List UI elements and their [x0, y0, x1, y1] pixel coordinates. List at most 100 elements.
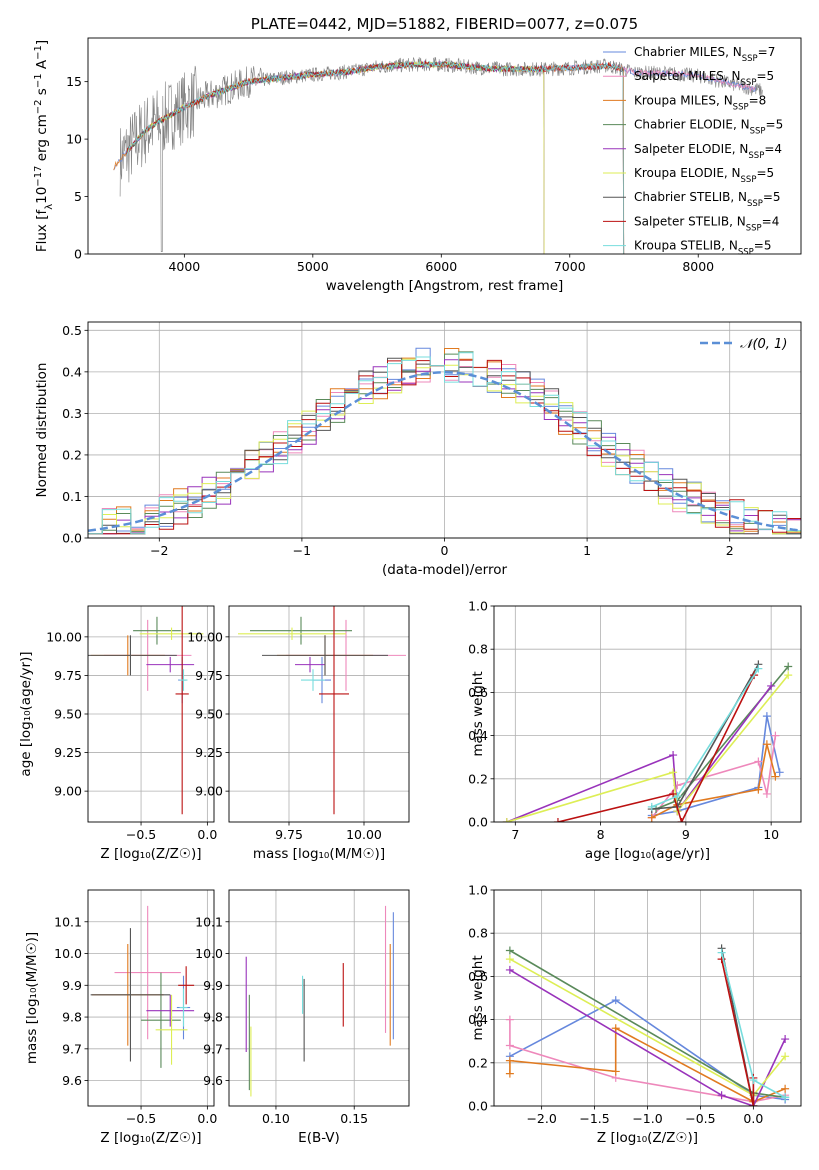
model-line [113, 60, 625, 254]
y-tick-label: 9.50 [54, 707, 82, 722]
y-tick-label: 9.9 [62, 978, 82, 993]
y-tick-label: 9.7 [203, 1041, 223, 1056]
data-point-marker [611, 996, 620, 1005]
data-point-marker [771, 772, 780, 781]
data-point-marker [647, 813, 656, 822]
y-tick-label: 10.00 [187, 629, 223, 644]
x-axis-label: Z [log₁₀(Z/Z☉)] [100, 846, 201, 862]
data-point-marker [553, 818, 562, 822]
y-tick-label: 0.4 [468, 1012, 488, 1027]
y-tick-label: 9.6 [62, 1073, 82, 1088]
data-point-marker [505, 955, 514, 964]
axes-frame [228, 605, 410, 823]
y-tick-label: 15 [66, 74, 82, 89]
y-tick-label: 9.50 [195, 707, 223, 722]
legend-nssp-sub: SSP [747, 199, 763, 209]
x-axis-label: Z [log₁₀(Z/Z☉)] [597, 1130, 698, 1146]
y-tick-label: 9.9 [203, 978, 223, 993]
legend-label: Chabrier ELODIE, NSSP=5 [634, 118, 783, 137]
y-tick-label: 9.7 [62, 1041, 82, 1056]
legend-nssp: N [738, 190, 747, 204]
data-point-marker [505, 946, 514, 955]
y-tick-label: 5 [74, 189, 82, 204]
data-point-marker [669, 789, 678, 798]
x-tick-label: 0.0 [743, 1111, 763, 1126]
axes-frame [493, 889, 802, 1107]
x-axis-label: mass [log₁₀(M/M☉)] [253, 846, 385, 862]
plot-area [502, 660, 793, 822]
y-tick-label: 10.0 [54, 946, 82, 961]
y-tick-label: 10.1 [54, 914, 82, 929]
legend-nssp-sub: SSP [733, 102, 749, 112]
weight-line [651, 668, 760, 808]
data-point-marker [673, 792, 682, 801]
y-axis-label-part: A [34, 59, 50, 73]
y-tick-label: 0.5 [62, 323, 82, 338]
legend-label: Chabrier STELIB, NSSP=5 [634, 190, 781, 209]
plot-area [88, 606, 204, 815]
legend-nssp-sub: SSP [738, 248, 754, 258]
legend-nssp-sub: SSP [750, 127, 766, 137]
y-tick-label: 0.4 [468, 728, 488, 743]
y-tick-label: 9.6 [203, 1073, 223, 1088]
weight-line [506, 685, 772, 822]
panel-spectrum: 4000 5000 6000 7000 8000 0 5 10 15 wavelength [An… [33, 37, 802, 294]
y-tick-label: 0 [74, 247, 82, 262]
panel-age_vs_mass: 9.75 10.00 9.00 9.25 9.50 9.75 10.00 mass [log₁… [187, 605, 410, 862]
legend-nssp: N [741, 118, 750, 132]
y-tick-label: 9.8 [203, 1010, 223, 1025]
legend-nssp: N [732, 69, 741, 83]
x-tick-label: −0.5 [126, 1111, 156, 1126]
x-tick-label: 2 [726, 543, 734, 558]
panel-residuals: −2 −1 0 1 2 0.0 0.1 0.2 0.3 0.4 0.5 (data-model)/er… [34, 321, 802, 578]
y-tick-label: 10 [66, 132, 82, 147]
y-axis-label-part: −1 [33, 73, 44, 88]
data-point-marker [669, 751, 678, 760]
x-tick-label: −1.5 [579, 1111, 609, 1126]
legend-nssp-sub: SSP [741, 78, 757, 88]
x-axis-label: (data-model)/error [382, 562, 508, 578]
data-point-marker [775, 768, 784, 777]
x-tick-label: −2.0 [526, 1111, 556, 1126]
plot-area [238, 606, 406, 815]
data-point-marker [767, 681, 776, 690]
y-tick-label: 9.25 [195, 745, 223, 760]
plot-area [88, 347, 801, 535]
y-axis-label: Flux [fλ10−17 erg cm−2 s−1 A−1] [33, 40, 55, 252]
legend-label: Kroupa ELODIE, NSSP=5 [634, 166, 774, 185]
x-axis-label: Z [log₁₀(Z/Z☉)] [100, 1130, 201, 1146]
plot-area [90, 905, 195, 1068]
data-point-marker [505, 1041, 514, 1050]
model-line [126, 61, 625, 254]
x-tick-label: −2 [150, 543, 168, 558]
axes-frame [87, 321, 802, 539]
data-point-marker [717, 1091, 726, 1100]
y-tick-label: 0.0 [468, 815, 488, 830]
y-tick-label: 0.0 [62, 531, 82, 546]
legend-nssp-value: =5 [754, 239, 772, 253]
axes-frame [87, 889, 215, 1107]
data-point-marker [677, 818, 686, 822]
model-line [126, 60, 545, 254]
legend-nssp-sub: SSP [746, 223, 762, 233]
weight-line [651, 735, 777, 819]
x-tick-label: 7 [511, 827, 519, 842]
model-line [126, 60, 545, 254]
gaussian-curve [88, 371, 801, 532]
y-axis-label-part: λ [44, 204, 55, 210]
legend-nssp: N [732, 166, 741, 180]
x-axis-label: E(B-V) [298, 1130, 340, 1146]
legend-nssp-value: =5 [766, 118, 784, 132]
data-point-marker [781, 1035, 790, 1044]
data-point-marker [771, 731, 780, 740]
legend-nssp-value: =4 [762, 214, 780, 228]
y-axis-label-part: 10 [34, 187, 50, 204]
y-tick-label: 1.0 [468, 883, 488, 898]
model-line [126, 60, 625, 254]
weight-line [509, 999, 786, 1101]
y-axis-label-part: −1 [33, 45, 44, 60]
legend-nssp: N [729, 239, 738, 253]
x-tick-label: 0.0 [197, 1111, 217, 1126]
axes-frame [228, 889, 410, 1107]
legend-nssp-value: =8 [749, 93, 767, 107]
